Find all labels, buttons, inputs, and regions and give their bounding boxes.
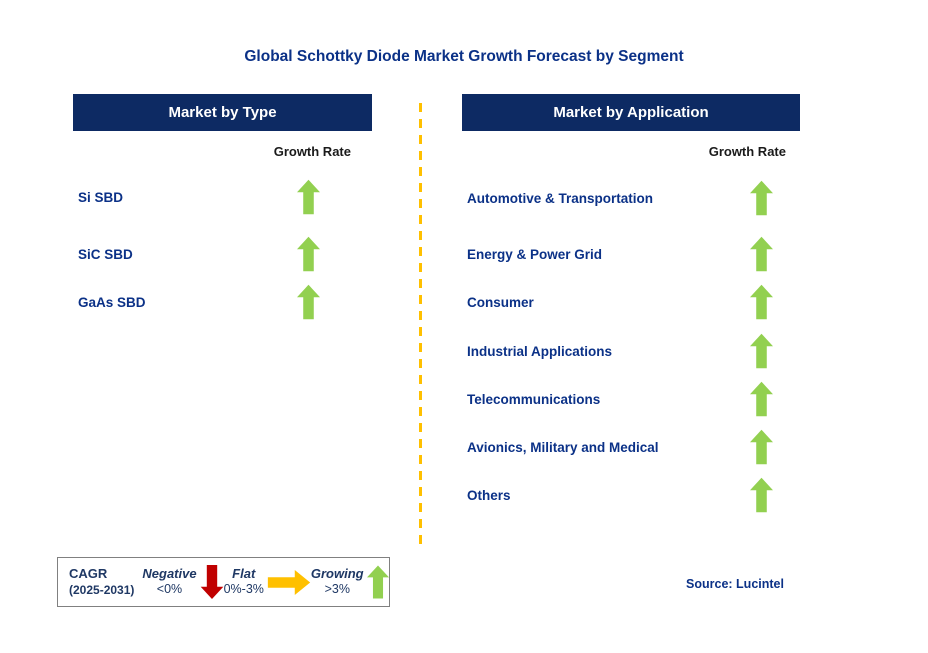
panel-market-by-application: Market by Application Growth Rate Automo… [462,94,800,513]
cagr-legend: CAGR (2025-2031) Negative <0% Flat 0%-3% Gro… [57,557,390,607]
segment-row: Si SBD [73,177,372,217]
segment-row: Automotive & Transportation [462,178,800,218]
growth-up-arrow-icon [750,180,773,216]
segment-label: Consumer [467,294,534,310]
growth-up-arrow-icon [750,333,773,369]
cagr-period: (2025-2031) [69,582,135,597]
segment-row: Energy & Power Grid [462,234,800,274]
legend-entry-negative: Negative <0% [142,565,223,599]
dashed-divider [419,103,422,547]
growth-up-arrow-icon [750,284,773,320]
growth-up-arrow-icon [297,236,320,272]
legend-entry-text: Growing >3% [311,566,364,598]
segment-label: Others [467,487,511,503]
legend-entry-label: Negative [142,566,197,582]
growth-up-arrow-icon [750,429,773,465]
legend-entry-range: <0% [156,582,183,597]
segment-label: Energy & Power Grid [467,246,603,262]
segment-row: GaAs SBD [73,282,372,322]
legend-entry-text: Negative <0% [142,566,196,598]
legend-entry-text: Flat 0%-3% [224,566,264,598]
legend-entry-growing: Growing >3% [311,563,389,601]
segment-label: Automotive & Transportation [467,190,654,206]
segment-label: SiC SBD [78,246,133,262]
page-title: Global Schottky Diode Market Growth Fore… [244,48,684,65]
source-attribution: Source: Lucintel [686,577,784,591]
growth-up-arrow-icon [750,236,773,272]
panel-market-by-type: Market by Type Growth Rate Si SBD SiC SBD… [73,94,372,320]
segment-row: Industrial Applications [462,331,800,371]
segment-row: Others [462,475,800,515]
segment-label: Avionics, Military and Medical [467,439,659,455]
legend-down-arrow-icon [200,565,224,599]
cagr-label: CAGR [69,566,108,582]
cagr-legend-title: CAGR (2025-2031) [69,566,134,597]
legend-entry-range: 0%-3% [223,582,264,597]
growth-up-arrow-icon [750,381,773,417]
growth-up-arrow-icon [297,284,320,320]
legend-right-arrow-icon [267,569,311,595]
segment-row: SiC SBD [73,234,372,274]
growth-up-arrow-icon [750,477,773,513]
legend-entry-range: >3% [324,582,350,597]
legend-entry-label: Flat [232,566,256,582]
segment-row: Telecommunications [462,379,800,419]
legend-entry-label: Growing [310,566,364,582]
legend-up-arrow-icon [366,563,389,601]
segment-row: Consumer [462,282,800,322]
panel-header-market-by-type: Market by Type [73,94,372,131]
legend-entries: Negative <0% Flat 0%-3% Growing >3% [142,563,389,601]
segment-label: Telecommunications [467,391,601,407]
segment-label: Industrial Applications [467,343,613,359]
segment-row: Avionics, Military and Medical [462,427,800,467]
growth-rate-label-application: Growth Rate [708,144,786,159]
segment-label: GaAs SBD [78,294,146,310]
segment-label: Si SBD [78,189,124,205]
legend-entry-flat: Flat 0%-3% [224,566,311,598]
growth-up-arrow-icon [297,179,320,215]
growth-rate-label-type: Growth Rate [273,144,351,159]
panel-header-market-by-application: Market by Application [462,94,800,131]
